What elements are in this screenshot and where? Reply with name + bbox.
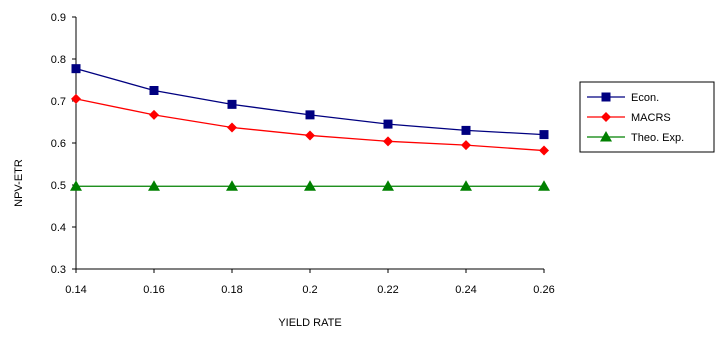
y-axis-label: NPV-ETR <box>13 159 25 207</box>
data-point <box>460 180 472 191</box>
legend-item: MACRS <box>587 112 671 124</box>
x-tick-label: 0.22 <box>377 284 398 296</box>
series-econ <box>71 64 549 140</box>
data-point <box>149 109 159 120</box>
x-tick-label: 0.2 <box>302 284 317 296</box>
legend-label: Econ. <box>631 92 659 104</box>
data-point <box>226 180 238 191</box>
data-point <box>305 110 315 120</box>
data-point <box>383 136 393 147</box>
data-point <box>461 125 471 135</box>
data-point <box>539 130 549 140</box>
data-point <box>538 180 550 191</box>
series-macrs <box>71 93 549 156</box>
series-theo-exp <box>70 180 550 191</box>
y-tick-label: 0.6 <box>51 138 66 150</box>
x-tick-label: 0.18 <box>221 284 242 296</box>
y-tick-label: 0.9 <box>51 12 66 24</box>
data-point <box>383 119 393 129</box>
legend-marker <box>601 112 611 122</box>
x-tick-label: 0.16 <box>143 284 164 296</box>
series-layer <box>70 64 550 191</box>
data-point <box>70 180 82 191</box>
axes: 0.3 0.4 0.5 0.6 0.7 0.8 0.9 0.14 0.16 0.18 0.2 0.22… <box>51 12 555 296</box>
y-tick-label: 0.4 <box>51 222 66 234</box>
data-point <box>71 93 81 104</box>
legend-marker <box>600 131 612 142</box>
y-tick-label: 0.8 <box>51 54 66 66</box>
legend: Econ. MACRS Theo. Exp. <box>579 81 715 153</box>
data-point <box>382 180 394 191</box>
data-point <box>227 99 237 109</box>
data-point <box>227 122 237 133</box>
x-tick-label: 0.26 <box>533 284 554 296</box>
y-tick-label: 0.7 <box>51 96 66 108</box>
legend-item: Theo. Exp. <box>587 131 684 144</box>
series-line <box>75 68 545 136</box>
x-axis-label: YIELD RATE <box>278 317 341 329</box>
legend-item: Econ. <box>587 92 659 104</box>
y-tick-label: 0.5 <box>51 180 66 192</box>
y-tick-label: 0.3 <box>51 264 66 276</box>
data-point <box>461 140 471 151</box>
data-point <box>304 180 316 191</box>
data-point <box>149 86 159 95</box>
data-point <box>148 180 160 191</box>
data-point <box>539 145 549 156</box>
legend-label: MACRS <box>631 112 671 124</box>
data-point <box>305 130 315 141</box>
data-point <box>71 64 81 74</box>
x-tick-label: 0.14 <box>65 284 86 296</box>
legend-label: Theo. Exp. <box>631 132 684 144</box>
legend-marker <box>601 92 611 102</box>
x-tick-label: 0.24 <box>455 284 476 296</box>
series-line <box>75 98 545 152</box>
